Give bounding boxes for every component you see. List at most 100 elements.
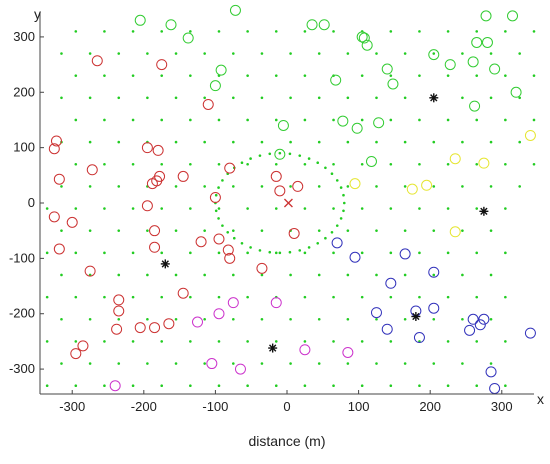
- data-point-circle: [507, 10, 519, 22]
- ring-dot: [342, 209, 345, 213]
- ring-dot: [339, 186, 343, 189]
- ring-dot: [240, 161, 244, 164]
- grid-dot: [274, 118, 278, 122]
- grid-dot: [189, 30, 192, 33]
- data-point-circle: [149, 241, 161, 253]
- data-point-circle: [177, 287, 189, 299]
- grid-dot: [174, 140, 178, 144]
- data-point-circle: [406, 183, 418, 195]
- grid-dot: [403, 273, 407, 277]
- grid-dot: [360, 340, 364, 343]
- data-point-circle: [270, 170, 282, 182]
- data-point-circle: [349, 178, 361, 190]
- data-point-circle: [399, 248, 411, 260]
- grid-dot: [446, 207, 450, 210]
- y-tick-label: 300: [13, 29, 35, 44]
- grid-dot: [131, 207, 135, 210]
- grid-dot: [146, 229, 149, 232]
- data-point-circle: [53, 173, 65, 185]
- grid-dot: [332, 295, 335, 299]
- data-point-asterisk: [479, 206, 489, 216]
- grid-dot: [189, 74, 192, 77]
- data-point-circle: [256, 262, 268, 274]
- data-point-circle: [381, 323, 393, 335]
- asterisk-stroke: [269, 344, 277, 352]
- data-point-circle: [111, 323, 123, 335]
- grid-dot: [403, 317, 407, 321]
- data-point-circle: [206, 358, 218, 370]
- grid-dot: [375, 317, 378, 321]
- grid-dot: [303, 384, 307, 387]
- grid-dot: [189, 251, 192, 255]
- grid-dot: [131, 295, 135, 299]
- data-point-circle: [469, 100, 481, 112]
- grid-dot: [246, 207, 249, 210]
- grid-dot: [389, 251, 393, 255]
- grid-dot: [117, 317, 121, 321]
- y-tick-label: 200: [13, 84, 35, 99]
- data-point-circle: [292, 180, 304, 192]
- grid-dot: [274, 384, 278, 387]
- data-point-circle: [485, 366, 497, 378]
- grid-dot: [317, 229, 321, 232]
- grid-dot: [160, 207, 164, 210]
- grid-dot: [504, 340, 507, 343]
- grid-dot: [446, 295, 450, 299]
- grid-dot: [160, 74, 164, 77]
- data-point-circle: [524, 327, 536, 339]
- ring-dot: [335, 179, 339, 182]
- data-point-circle: [134, 322, 146, 334]
- data-point-circle: [86, 164, 98, 176]
- data-point-circle: [385, 277, 397, 289]
- data-point-circle: [373, 117, 385, 129]
- grid-dot: [189, 340, 192, 343]
- data-point-circle: [209, 80, 221, 92]
- ring-dot: [307, 246, 311, 249]
- grid-dot: [389, 384, 393, 387]
- data-point-circle: [222, 244, 234, 256]
- grid-dot: [332, 251, 335, 255]
- grid-dot: [389, 74, 393, 77]
- grid-dot: [461, 140, 464, 144]
- y-tick-label: -300: [9, 361, 35, 376]
- grid-dot: [260, 273, 264, 277]
- grid-dot: [160, 162, 164, 166]
- ring-dot: [342, 201, 346, 205]
- grid-dot: [532, 30, 536, 33]
- grid-dot: [389, 30, 393, 33]
- grid-dot: [117, 362, 121, 365]
- data-point-circle: [270, 297, 282, 309]
- grid-dot: [532, 118, 536, 122]
- grid-dot: [88, 52, 92, 55]
- data-point-circle: [337, 115, 349, 127]
- grid-dot: [203, 273, 206, 277]
- grid-dot: [418, 162, 421, 166]
- grid-dot: [146, 317, 149, 321]
- grid-dot: [232, 185, 235, 188]
- grid-dot: [117, 140, 121, 144]
- grid-dot: [332, 30, 335, 33]
- grid-dot: [217, 162, 221, 166]
- x-tick-label: -200: [131, 399, 157, 414]
- grid-dot: [360, 251, 364, 255]
- grid-dot: [317, 273, 321, 277]
- grid-dot: [403, 229, 407, 232]
- grid-dot: [232, 362, 235, 365]
- data-point-circle: [413, 332, 425, 344]
- data-point-circle: [489, 63, 501, 75]
- grid-dot: [446, 162, 450, 166]
- grid-dot: [475, 118, 479, 122]
- grid-dot: [146, 96, 149, 100]
- data-point-circle: [356, 31, 368, 43]
- grid-dot: [317, 185, 321, 188]
- grid-dot: [360, 74, 364, 77]
- ring-dot: [288, 152, 292, 156]
- ring-dot: [214, 209, 218, 213]
- grid-dot: [403, 185, 407, 188]
- grid-dot: [432, 229, 436, 232]
- grid-dot: [60, 96, 63, 100]
- grid-dot: [332, 207, 335, 210]
- grid-dot: [518, 140, 521, 144]
- grid-dot: [346, 52, 350, 55]
- grid-dot: [45, 384, 49, 387]
